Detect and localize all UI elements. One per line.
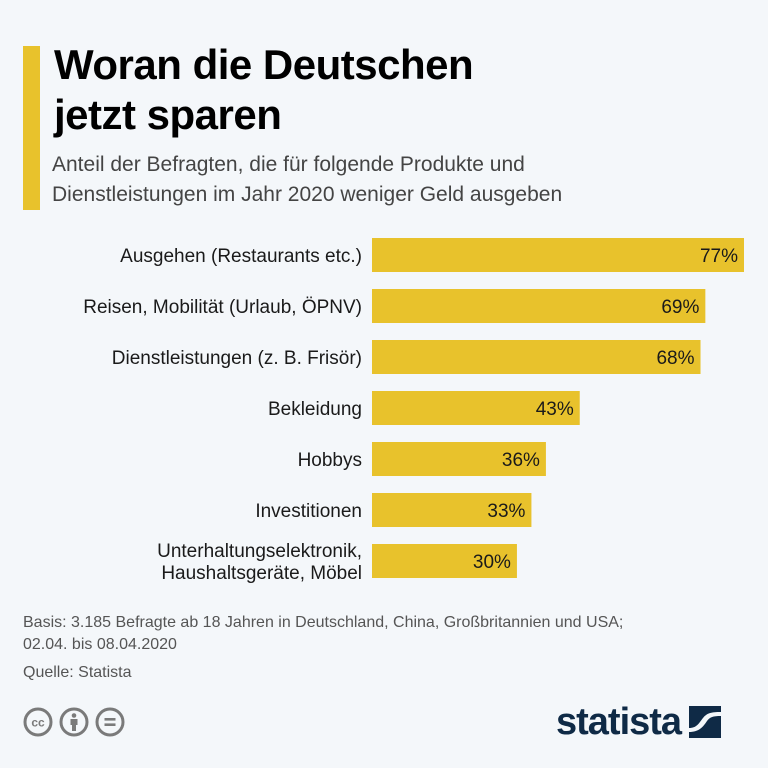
category-label: Dienstleistungen (z. B. Frisör) [112,348,362,369]
category-label: Hobbys [298,450,362,471]
title-accent-bar [23,46,40,210]
svg-text:cc: cc [31,716,45,730]
value-label: 33% [487,501,525,522]
no-derivatives-icon[interactable] [95,707,125,737]
subtitle-line-1: Anteil der Befragten, die für folgende P… [52,153,525,176]
category-label: Reisen, Mobilität (Urlaub, ÖPNV) [83,297,362,318]
category-label: Investitionen [255,501,362,522]
bar-group: Dienstleistungen (z. B. Frisör) 68% [112,340,701,374]
value-label: 77% [700,246,738,267]
creative-commons-icon[interactable]: cc [23,707,53,737]
bar [372,391,580,425]
bar [372,238,744,272]
value-label: 36% [502,450,540,471]
logo-text: statista [556,701,682,743]
value-label: 43% [536,399,574,420]
title-line-1: Woran die Deutschen [54,41,474,88]
subtitle-line-2: Dienstleistungen im Jahr 2020 weniger Ge… [52,183,563,206]
bar-group: Bekleidung 43% [268,391,580,425]
bar [372,289,706,323]
value-label: 69% [661,297,699,318]
basis-line-1: Basis: 3.185 Befragte ab 18 Jahren in De… [23,614,624,631]
license-icons: cc [23,707,125,737]
source-note: Quelle: Statista [23,664,132,681]
bar-group: Ausgehen (Restaurants etc.) 77% [120,238,744,272]
category-label: Ausgehen (Restaurants etc.) [120,246,362,267]
basis-line-2: 02.04. bis 08.04.2020 [23,636,177,653]
attribution-icon[interactable] [59,707,89,737]
bar-group: Unterhaltungselektronik,Haushaltsgeräte,… [157,541,517,584]
bar [372,442,546,476]
statista-logo-mark-icon [689,706,722,738]
category-label: Unterhaltungselektronik, [157,541,362,562]
value-label: 30% [473,552,511,573]
category-label: Bekleidung [268,399,362,420]
bar [372,544,517,578]
bar [372,340,701,374]
bar-group: Investitionen 33% [255,493,532,527]
statista-logo[interactable]: statista [556,700,722,744]
title-line-2: jetzt sparen [54,91,282,138]
category-label: Haushaltsgeräte, Möbel [161,563,362,584]
footnote-basis: Basis: 3.185 Befragte ab 18 Jahren in De… [23,612,753,656]
chart-subtitle: Anteil der Befragten, die für folgende P… [52,150,752,210]
bar-chart: Ausgehen (Restaurants etc.) 77% Reisen, Mo… [83,238,744,584]
bar [372,493,532,527]
value-label: 68% [656,348,694,369]
chart-title: Woran die Deutschen jetzt sparen [54,40,474,140]
bar-group: Reisen, Mobilität (Urlaub, ÖPNV) 69% [83,289,706,323]
bar-group: Hobbys 36% [298,442,546,476]
